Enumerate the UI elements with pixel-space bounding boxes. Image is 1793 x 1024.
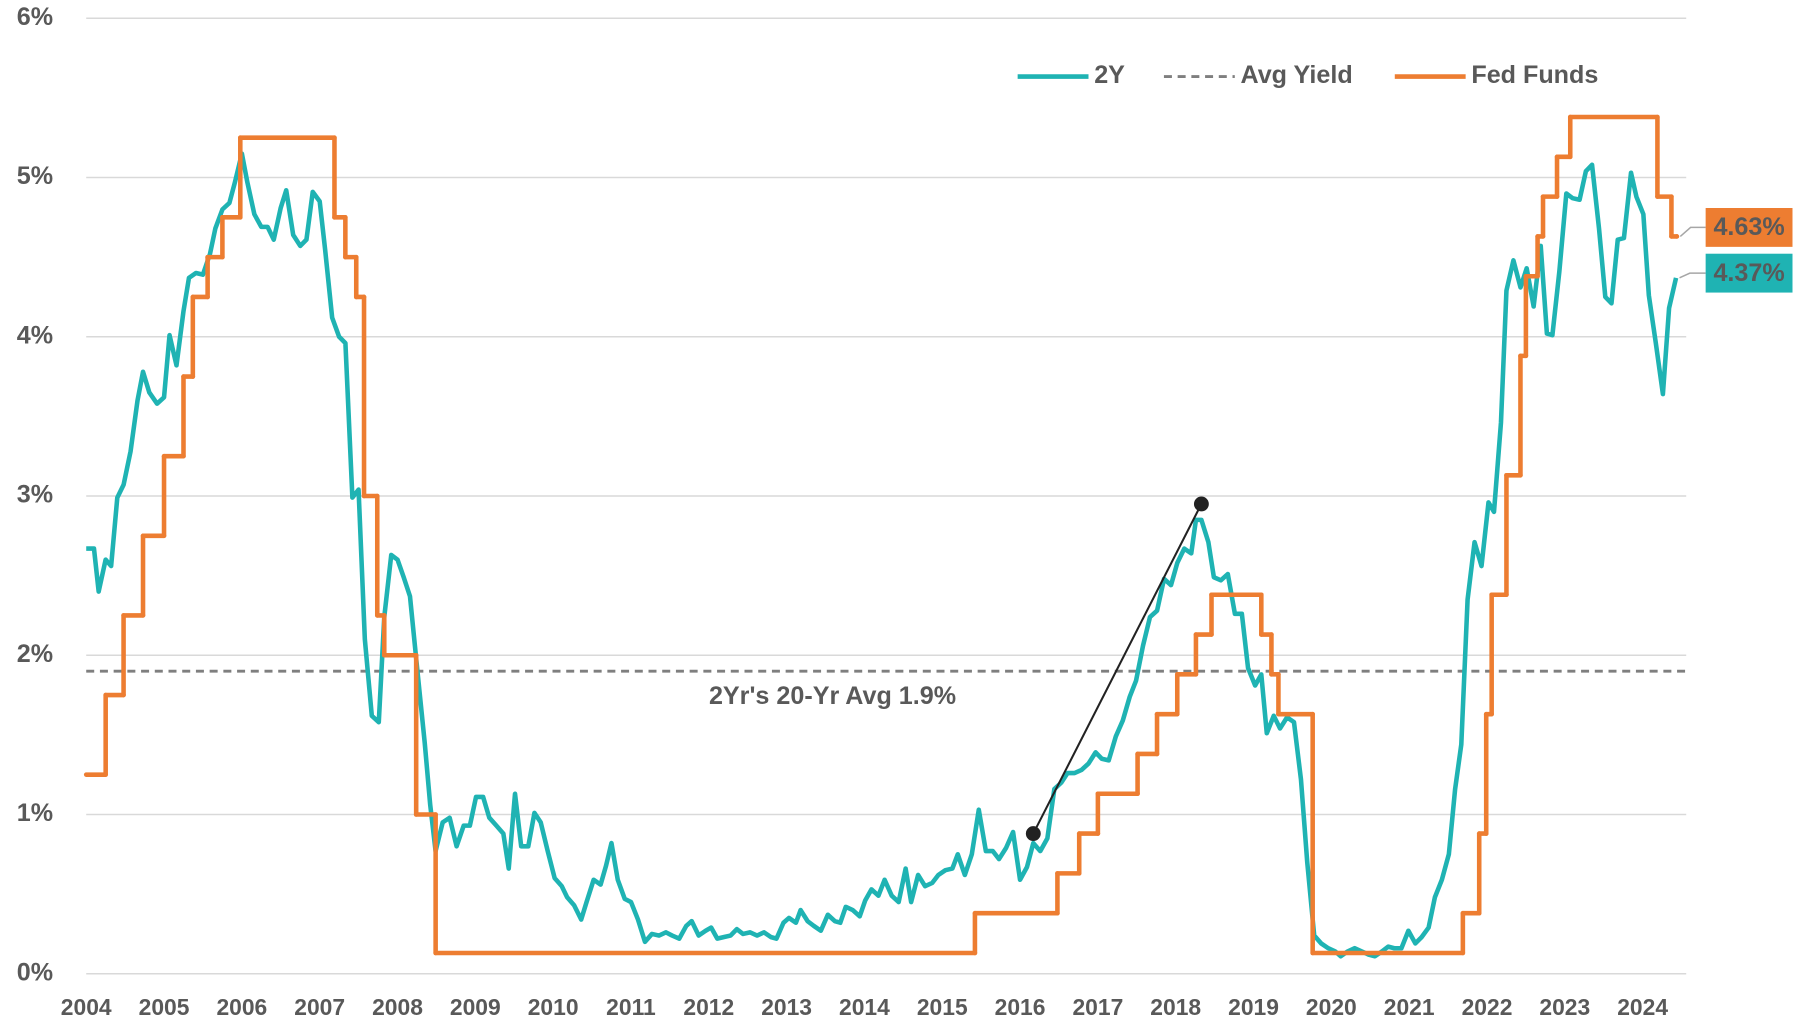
end-label-box: [1705, 253, 1793, 293]
reference-label: 2Yr's 20-Yr Avg 1.9%: [709, 682, 956, 710]
x-tick-label: 2018: [1150, 994, 1201, 1020]
trend-point: [1025, 826, 1041, 842]
x-tick-label: 2006: [216, 994, 267, 1020]
x-tick-label: 2005: [139, 994, 190, 1020]
x-tick-label: 2008: [372, 994, 423, 1020]
x-tick-label: 2019: [1228, 994, 1279, 1020]
x-tick-label: 2009: [450, 994, 501, 1020]
x-tick-label: 2004: [61, 994, 112, 1020]
x-tick-label: 2007: [294, 994, 345, 1020]
y-tick-label: 5%: [17, 162, 53, 190]
x-tick-label: 2022: [1462, 994, 1513, 1020]
x-tick-label: 2015: [917, 994, 968, 1020]
x-tick-label: 2010: [528, 994, 579, 1020]
y-tick-label: 3%: [17, 481, 53, 509]
legend-label: Avg Yield: [1240, 61, 1352, 89]
x-tick-label: 2016: [995, 994, 1046, 1020]
trend-line: [1032, 503, 1203, 835]
y-tick-label: 1%: [17, 799, 53, 827]
x-tick-label: 2024: [1617, 994, 1668, 1020]
x-tick-label: 2013: [761, 994, 812, 1020]
end-label-leader: [1679, 226, 1706, 238]
end-label-leader: [1679, 272, 1706, 279]
y-tick-label: 4%: [17, 321, 53, 349]
x-tick-label: 2014: [839, 994, 890, 1020]
legend-label: 2Y: [1094, 61, 1125, 89]
x-tick-label: 2021: [1384, 994, 1435, 1020]
end-label: 4.37%: [1713, 259, 1784, 287]
series-line: [86, 151, 1679, 959]
x-tick-label: 2023: [1539, 994, 1590, 1020]
x-tick-label: 2011: [606, 994, 656, 1020]
trend-point: [1193, 496, 1209, 512]
y-tick-label: 6%: [17, 3, 53, 31]
y-tick-label: 2%: [17, 640, 53, 668]
end-label-box: [1705, 208, 1793, 247]
end-label: 4.63%: [1713, 213, 1784, 241]
y-tick-label: 0%: [17, 958, 53, 986]
legend-label: Fed Funds: [1471, 61, 1598, 89]
x-tick-label: 2012: [683, 994, 734, 1020]
x-tick-label: 2017: [1072, 994, 1123, 1020]
x-tick-label: 2020: [1306, 994, 1357, 1020]
